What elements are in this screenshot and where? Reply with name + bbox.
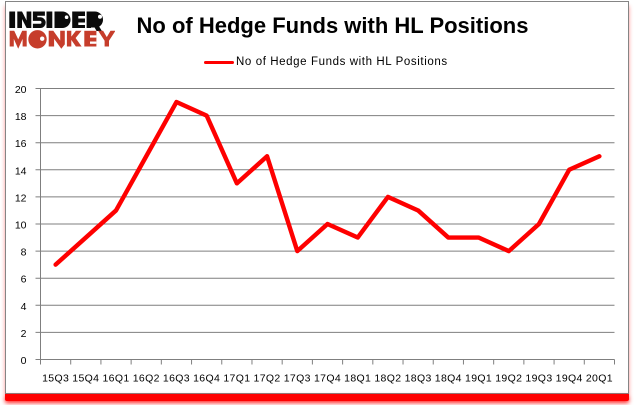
svg-text:17Q2: 17Q2	[254, 372, 281, 384]
svg-text:20: 20	[15, 84, 27, 96]
svg-text:12: 12	[15, 192, 27, 204]
svg-text:15Q3: 15Q3	[42, 372, 69, 384]
svg-text:17Q3: 17Q3	[284, 372, 311, 384]
svg-text:19Q3: 19Q3	[525, 372, 552, 384]
svg-text:16: 16	[15, 138, 27, 150]
svg-text:18Q2: 18Q2	[374, 372, 401, 384]
svg-text:6: 6	[21, 274, 27, 286]
svg-text:2: 2	[21, 328, 27, 340]
svg-text:19Q4: 19Q4	[556, 372, 583, 384]
svg-text:8: 8	[21, 247, 27, 259]
svg-text:16Q1: 16Q1	[102, 372, 129, 384]
svg-text:17Q1: 17Q1	[223, 372, 250, 384]
svg-text:0: 0	[21, 355, 27, 367]
svg-text:16Q4: 16Q4	[193, 372, 220, 384]
svg-text:16Q3: 16Q3	[163, 372, 190, 384]
svg-text:18Q3: 18Q3	[405, 372, 432, 384]
svg-text:18: 18	[15, 111, 27, 123]
svg-text:10: 10	[15, 220, 27, 232]
svg-text:20Q1: 20Q1	[586, 372, 613, 384]
svg-text:19Q1: 19Q1	[465, 372, 492, 384]
svg-text:4: 4	[21, 301, 27, 313]
svg-text:18Q4: 18Q4	[435, 372, 462, 384]
svg-text:19Q2: 19Q2	[495, 372, 522, 384]
svg-text:17Q4: 17Q4	[314, 372, 341, 384]
svg-text:14: 14	[15, 165, 27, 177]
svg-text:16Q2: 16Q2	[133, 372, 160, 384]
svg-text:15Q4: 15Q4	[72, 372, 99, 384]
svg-text:18Q1: 18Q1	[344, 372, 371, 384]
